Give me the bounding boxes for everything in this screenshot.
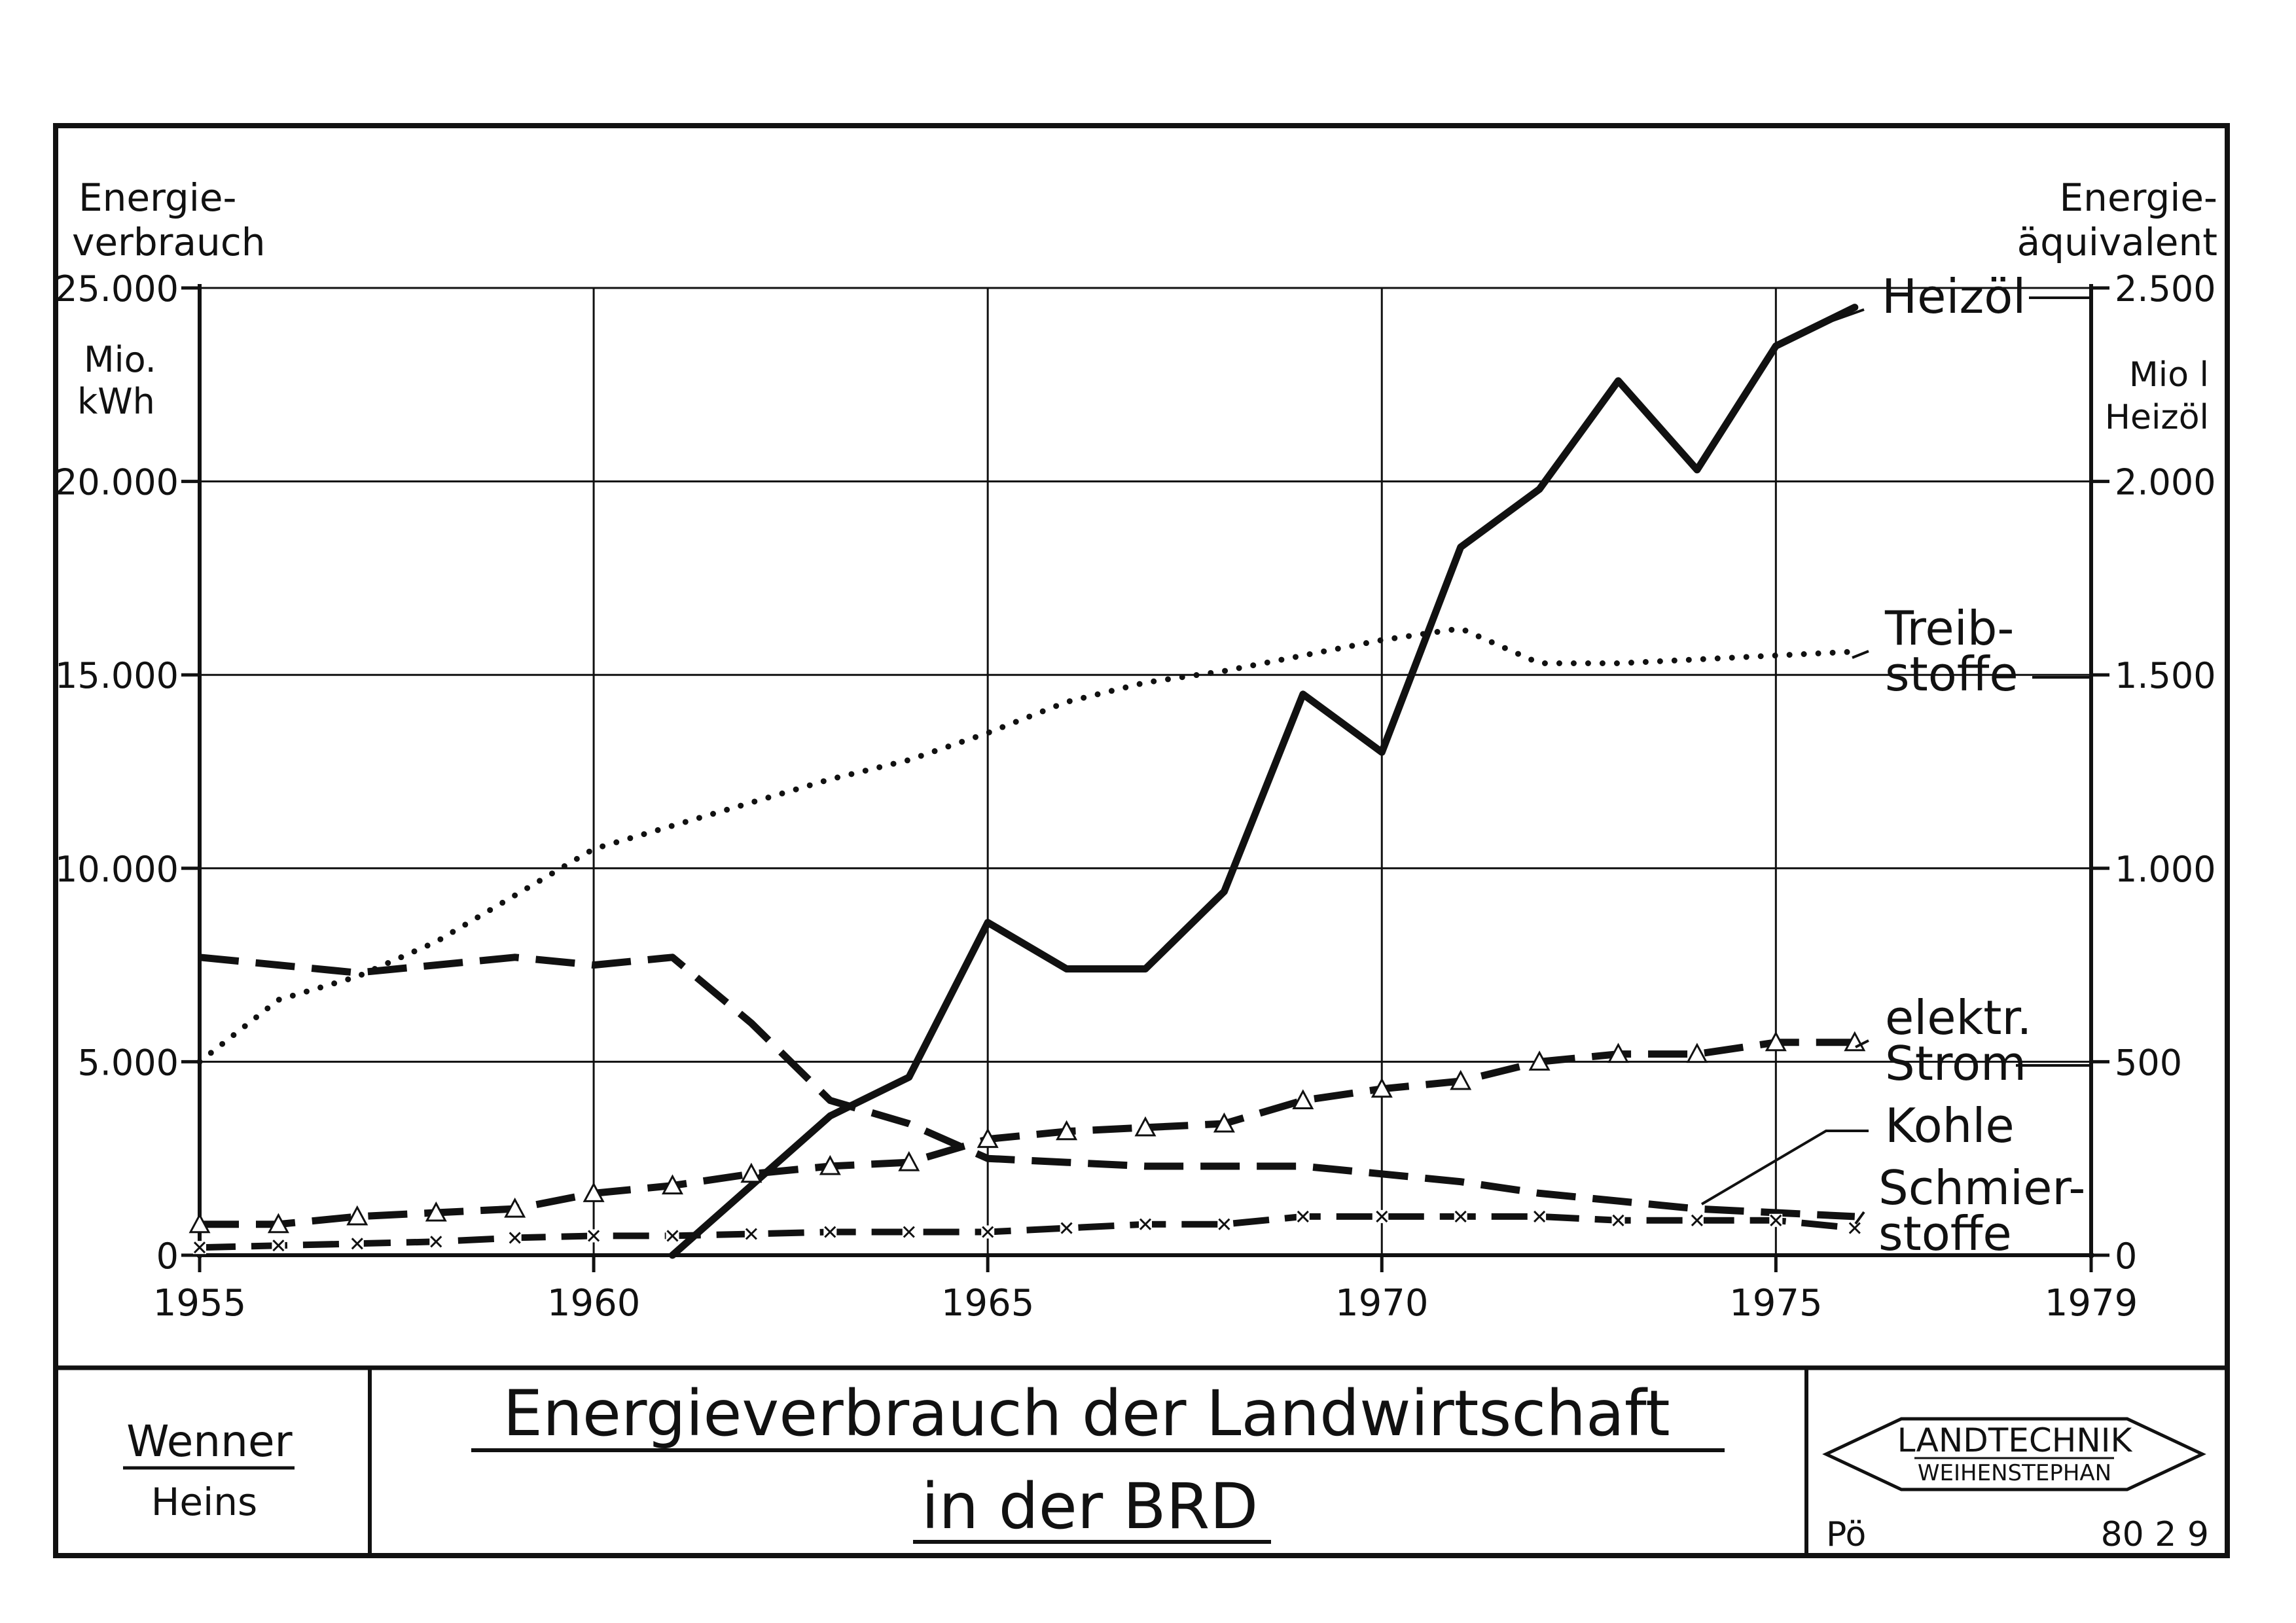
series-layer <box>188 304 1866 1259</box>
series-leader-kohle <box>1700 1130 1869 1205</box>
series-label-schmierstoffe: Schmier- <box>1878 1160 2085 1215</box>
left-axis-unit-line2: kWh <box>77 381 155 422</box>
series-label-treibstoffe: stoffe <box>1885 647 2018 702</box>
right-axis-unit-line1: Mio l <box>2129 355 2209 395</box>
series-label-strom: Strom <box>1885 1036 2026 1091</box>
left-tick-label: 5.000 <box>77 1042 179 1083</box>
series-line-kohle <box>199 954 1856 1221</box>
page-title-line1: Energieverbrauch der Landwirtschaft <box>503 1377 1670 1450</box>
right-tick-label: 1.000 <box>2115 849 2216 890</box>
x-tick-label: 1979 <box>2045 1282 2138 1325</box>
left-tick-label: 10.000 <box>55 849 179 890</box>
right-axis-unit-line2: Heizöl <box>2105 398 2209 437</box>
sheet-code: 80 2 9 <box>2101 1515 2209 1554</box>
axes <box>197 284 2094 1258</box>
plot-area: 0 5.000 10.000 15.000 20.000 25.000 0 500 1.000… <box>55 268 2216 1325</box>
logo-line1: LANDTECHNIK <box>1897 1421 2133 1459</box>
left-tick-label: 15.000 <box>55 655 179 696</box>
outer-frame <box>53 123 2230 1558</box>
series-label-strom: elektr. <box>1885 990 2032 1045</box>
x-tick-label: 1960 <box>547 1282 641 1325</box>
series-leader-schmierstoffe <box>1854 1211 1865 1225</box>
series-label-heizoel: Heizöl <box>1882 269 2026 324</box>
logo-badge: LANDTECHNIK WEIHENSTEPHAN <box>1822 1417 2206 1491</box>
left-tick-label: 25.000 <box>55 268 179 310</box>
right-axis-label-line2: äquivalent <box>2017 220 2217 264</box>
left-tick-label: 0 <box>156 1236 179 1277</box>
left-axis-label-line1: Energie- <box>79 175 236 220</box>
series-label-treibstoffe: Treib- <box>1884 601 2014 656</box>
x-tick-label: 1970 <box>1335 1282 1429 1325</box>
series-labels: Heizöl Treib-stoffe elektr.Strom Kohle Schmi… <box>1700 269 2091 1261</box>
left-axis-ticks: 0 5.000 10.000 15.000 20.000 25.000 <box>55 268 200 1277</box>
x-tick-label: 1965 <box>941 1282 1035 1325</box>
left-tick-label: 20.000 <box>55 462 179 503</box>
logo-outline <box>1822 1417 2206 1491</box>
x-axis-ticks: 1955 1960 1965 1970 1975 1979 <box>153 1255 2138 1325</box>
right-tick-label: 500 <box>2115 1042 2182 1083</box>
right-axis-label-line1: Energie- <box>2060 175 2217 220</box>
series-label-kohle: Kohle <box>1885 1098 2015 1153</box>
left-axis-unit-line1: Mio. <box>84 339 156 380</box>
series-line-schmierstoffe <box>193 1209 1861 1255</box>
series-line-treibstoffe <box>196 625 1858 1065</box>
right-tick-label: 2.500 <box>2115 268 2216 310</box>
series-leader-heizoel <box>1832 308 1865 322</box>
initials: Pö <box>1826 1515 1866 1554</box>
x-tick-label: 1955 <box>153 1282 247 1325</box>
author-main: Wenner <box>126 1416 293 1467</box>
x-tick-label: 1975 <box>1729 1282 1823 1325</box>
gridlines <box>200 287 2091 1255</box>
page-title-line2: in der BRD <box>922 1470 1259 1543</box>
left-axis-label-line2: verbrauch <box>72 220 265 264</box>
series-label-schmierstoffe: stoffe <box>1878 1206 2012 1261</box>
series-leader-strom <box>1855 1039 1869 1048</box>
author-second: Heins <box>151 1480 257 1524</box>
series-leader-treibstoffe <box>1852 650 1869 659</box>
logo-line2: WEIHENSTEPHAN <box>1918 1460 2111 1486</box>
right-tick-label: 1.500 <box>2115 655 2216 696</box>
right-tick-label: 2.000 <box>2115 462 2216 503</box>
right-tick-label: 0 <box>2115 1236 2137 1277</box>
right-axis-ticks: 0 500 1.000 1.500 2.000 2.500 <box>2091 268 2216 1277</box>
